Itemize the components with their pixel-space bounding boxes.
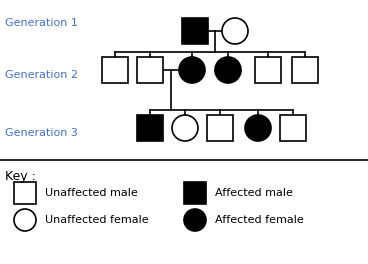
Bar [182,18,208,44]
Bar [102,57,128,83]
Circle shape [245,115,271,141]
Circle shape [172,115,198,141]
Text: Key :: Key : [5,170,36,183]
Bar [207,115,233,141]
Bar [137,115,163,141]
Text: Unaffected female: Unaffected female [45,215,149,225]
Text: Affected female: Affected female [215,215,304,225]
Text: Generation 1: Generation 1 [5,18,78,28]
Text: Generation 2: Generation 2 [5,70,78,80]
Bar [14,182,36,204]
Circle shape [14,209,36,231]
Text: Affected male: Affected male [215,188,293,198]
Bar [184,182,206,204]
Circle shape [222,18,248,44]
Bar [280,115,306,141]
Text: Unaffected male: Unaffected male [45,188,138,198]
Bar [255,57,281,83]
Circle shape [215,57,241,83]
Bar [137,57,163,83]
Bar [292,57,318,83]
Circle shape [179,57,205,83]
Circle shape [184,209,206,231]
Text: Generation 3: Generation 3 [5,128,78,138]
